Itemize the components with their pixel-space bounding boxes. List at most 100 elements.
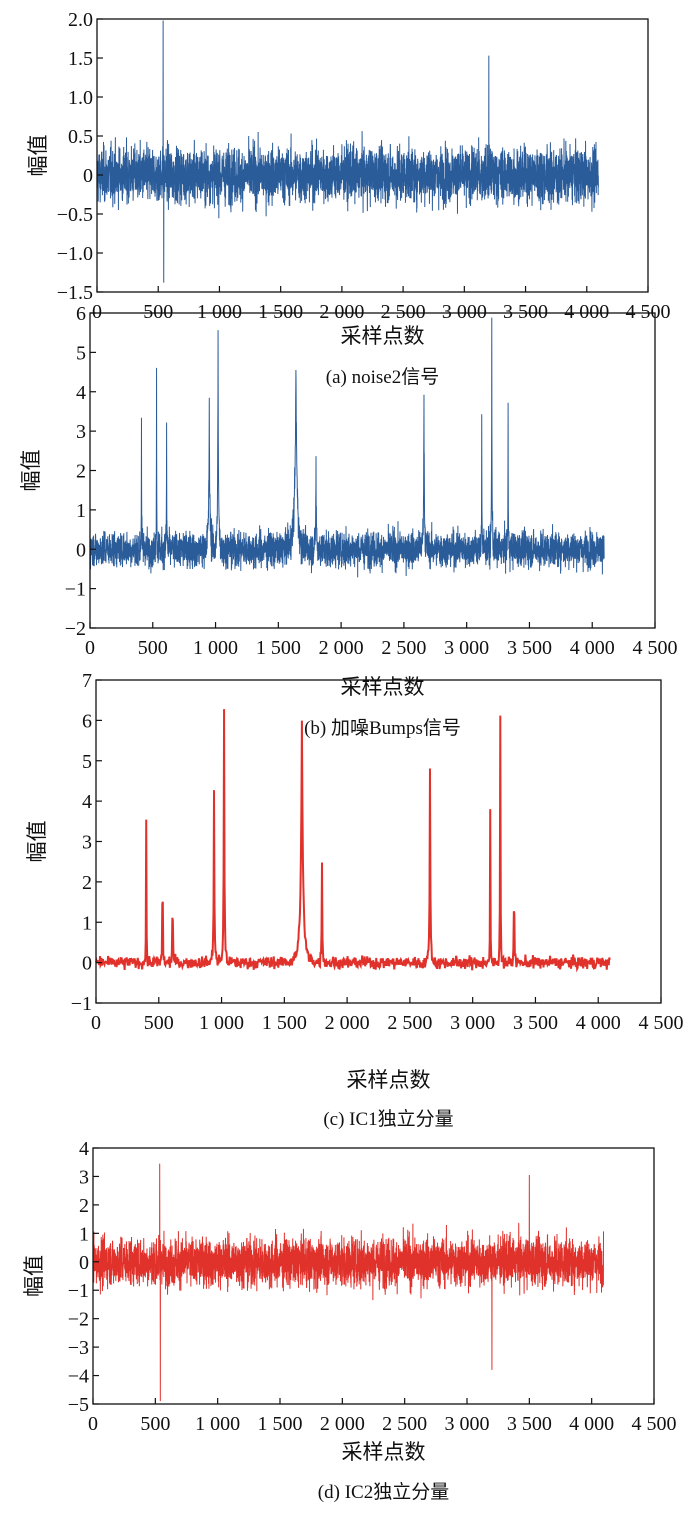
x-tick-label: 500 — [140, 1413, 170, 1435]
y-tick-label: 1.0 — [68, 87, 93, 109]
x-tick-label: 1 000 — [197, 301, 242, 323]
x-axis-label: 采样点数 — [347, 1068, 431, 1092]
y-tick-label: −1 — [68, 1280, 89, 1302]
y-tick-label: 2 — [76, 461, 86, 483]
y-tick-label: −4 — [68, 1366, 89, 1388]
x-axis-label: 采样点数 — [341, 324, 425, 348]
y-tick-label: −0.5 — [57, 204, 93, 226]
subplot-caption: (d) IC2独立分量 — [318, 1481, 449, 1503]
subplot-caption: (b) 加噪Bumps信号 — [304, 717, 461, 739]
x-tick-label: 3 500 — [507, 637, 552, 659]
x-tick-label: 500 — [143, 301, 173, 323]
y-tick-label: 0 — [76, 539, 86, 561]
x-tick-label: 2 000 — [325, 1012, 370, 1034]
x-tick-label: 1 500 — [258, 1413, 303, 1435]
x-tick-label: 4 500 — [632, 1413, 677, 1435]
y-tick-label: 1 — [79, 1223, 89, 1245]
y-tick-label: 3 — [79, 1166, 89, 1188]
y-tick-label: −1.5 — [57, 282, 93, 304]
y-tick-label: 6 — [76, 303, 86, 325]
subplot-caption: (c) IC1独立分量 — [323, 1108, 453, 1130]
axes-frame — [96, 18, 649, 293]
y-tick-label: 1 — [76, 500, 86, 522]
y-tick-label: 4 — [76, 382, 86, 404]
x-tick-label: 1 000 — [195, 1413, 240, 1435]
y-tick-label: 0 — [82, 953, 92, 975]
subplot-c: 0 500 1 000 1 500 2 000 2 500 3 000 3 500 4 000 4… — [25, 670, 684, 1130]
y-tick-label: −5 — [68, 1394, 89, 1416]
x-tick-label: 3 500 — [513, 1012, 558, 1034]
subplot-d: 0 500 1 000 1 500 2 000 2 500 3 000 3 500 4 000 4… — [22, 1138, 677, 1503]
y-tick-label: 5 — [76, 342, 86, 364]
x-tick-label: 2 000 — [319, 301, 364, 323]
y-tick-label: 5 — [82, 751, 92, 773]
x-tick-label: 2 000 — [319, 637, 364, 659]
y-tick-label: −1 — [65, 579, 86, 601]
x-tick-label: 1 500 — [258, 301, 303, 323]
x-tick-label: 3 000 — [445, 1413, 490, 1435]
subplot-caption: (a) noise2信号 — [326, 366, 439, 388]
y-tick-label: −1.0 — [57, 243, 93, 265]
x-tick-label: 3 500 — [507, 1413, 552, 1435]
x-tick-label: 1 000 — [199, 1012, 244, 1034]
axes-frame — [89, 312, 656, 629]
x-tick-label: 4 000 — [576, 1012, 621, 1034]
x-tick-label: 1 000 — [193, 637, 238, 659]
x-tick-label: 0 — [85, 637, 95, 659]
x-tick-label: 2 500 — [382, 1413, 427, 1435]
x-tick-label: 500 — [144, 1012, 174, 1034]
y-tick-label: 0.5 — [68, 126, 93, 148]
x-tick-label: 3 000 — [444, 637, 489, 659]
x-tick-label: 4 000 — [564, 301, 609, 323]
y-axis-label: 幅值 — [22, 1255, 46, 1297]
y-tick-label: 2 — [79, 1195, 89, 1217]
x-tick-label: 0 — [91, 1012, 101, 1034]
y-tick-label: −3 — [68, 1337, 89, 1359]
x-axis-label: 采样点数 — [342, 1440, 426, 1464]
x-tick-label: 1 500 — [256, 637, 301, 659]
y-tick-label: −2 — [65, 618, 86, 640]
y-tick-label: 1.5 — [68, 48, 93, 70]
signal-line — [89, 317, 605, 578]
subplot-a: 0 500 1 000 1 500 2 000 2 500 3 000 3 500 4 000 4… — [26, 9, 671, 388]
x-tick-label: 4 500 — [626, 301, 671, 323]
x-tick-label: 2 000 — [320, 1413, 365, 1435]
x-tick-label: 2 500 — [381, 637, 426, 659]
y-tick-label: 4 — [79, 1138, 89, 1160]
y-tick-label: 0 — [83, 165, 93, 187]
x-tick-label: 3 000 — [442, 301, 487, 323]
x-tick-label: 2 500 — [381, 301, 426, 323]
y-tick-label: 7 — [82, 670, 92, 692]
x-tick-label: 3 500 — [503, 301, 548, 323]
y-tick-label: 3 — [82, 832, 92, 854]
y-tick-label: 2.0 — [68, 9, 93, 31]
y-tick-label: 2 — [82, 872, 92, 894]
y-axis-label: 幅值 — [19, 450, 43, 492]
y-tick-label: 0 — [79, 1252, 89, 1274]
y-tick-label: 3 — [76, 421, 86, 443]
x-tick-label: 0 — [88, 1413, 98, 1435]
x-tick-label: 4 500 — [639, 1012, 684, 1034]
signal-line — [92, 1163, 605, 1402]
x-tick-label: 0 — [92, 301, 102, 323]
x-tick-label: 4 000 — [570, 637, 615, 659]
x-tick-label: 1 500 — [262, 1012, 307, 1034]
x-tick-label: 500 — [138, 637, 168, 659]
subplot-b: 0 500 1 000 1 500 2 000 2 500 3 000 3 500 4 000 4… — [19, 303, 678, 739]
y-tick-label: −2 — [68, 1309, 89, 1331]
y-tick-label: 6 — [82, 710, 92, 732]
x-tick-label: 2 500 — [387, 1012, 432, 1034]
y-axis-label: 幅值 — [25, 821, 49, 863]
x-tick-label: 4 000 — [569, 1413, 614, 1435]
x-tick-label: 4 500 — [633, 637, 678, 659]
signal-line — [95, 709, 611, 973]
axes-frame — [92, 1147, 655, 1405]
y-tick-label: 4 — [82, 791, 92, 813]
signal-line — [96, 20, 599, 283]
x-tick-label: 3 000 — [450, 1012, 495, 1034]
y-axis-label: 幅值 — [26, 135, 50, 177]
y-tick-label: 1 — [82, 912, 92, 934]
y-tick-label: −1 — [71, 993, 92, 1015]
